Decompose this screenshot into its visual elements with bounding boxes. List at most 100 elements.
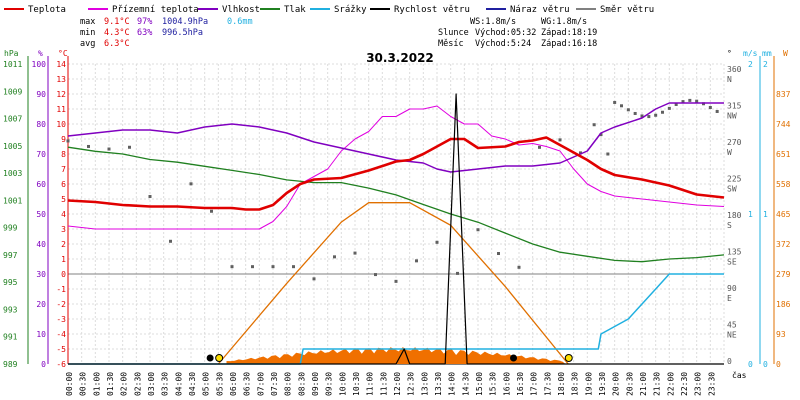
percent-tick: 80 — [36, 120, 46, 129]
dir-label: SW — [727, 185, 737, 194]
x-tick: 02:30 — [133, 372, 142, 396]
x-tick: 23:30 — [707, 372, 716, 396]
x-tick: 03:00 — [147, 372, 156, 396]
wind-dir-point — [456, 271, 459, 275]
x-tick: 14:00 — [448, 372, 457, 396]
wind-dir-point — [128, 145, 131, 149]
hpa-tick: 1005 — [3, 142, 22, 151]
hpa-tick: 997 — [3, 251, 18, 260]
ms-tick: 2 — [748, 60, 753, 69]
x-tick: 05:30 — [215, 372, 224, 396]
wind-dir-point — [435, 240, 439, 244]
x-tick: 02:00 — [120, 372, 129, 396]
wind-dir-point — [620, 104, 623, 108]
stat-avg-temp: 6.3°C — [104, 39, 130, 49]
dir-tick: 315 — [727, 102, 742, 111]
sunrise-marker — [215, 354, 224, 362]
dir-tick: 225 — [727, 175, 742, 184]
wind-dir-point — [497, 252, 500, 256]
percent-tick: 40 — [36, 240, 46, 249]
legend-label: Náraz větru — [510, 5, 570, 15]
x-tick: 17:00 — [530, 372, 539, 396]
x-tick: 18:30 — [571, 372, 580, 396]
x-tick: 20:30 — [625, 372, 634, 396]
wind-dir-point — [374, 273, 377, 277]
celsius-tick: -1 — [56, 285, 66, 294]
dir-label: SE — [727, 258, 737, 267]
hpa-tick: 1011 — [3, 60, 22, 69]
dir-label: W — [727, 148, 732, 157]
series-rain — [68, 273, 724, 365]
dir-tick: 0 — [727, 357, 732, 366]
wind-dir-point — [715, 109, 719, 113]
percent-unit: % — [38, 49, 43, 58]
stat-max-hum: 97% — [137, 17, 152, 27]
series-wind-speed — [68, 93, 724, 365]
x-tick: 10:30 — [352, 372, 361, 396]
solar-area — [226, 347, 566, 364]
percent-tick: 30 — [36, 270, 46, 279]
stat-min-press: 996.5hPa — [162, 28, 203, 38]
wind-dir-point — [517, 265, 521, 269]
x-tick: 14:30 — [461, 372, 470, 396]
celsius-tick: 1 — [61, 255, 66, 264]
x-tick: 16:30 — [516, 372, 525, 396]
wind-dir-point — [633, 111, 637, 115]
x-tick: 21:30 — [653, 372, 662, 396]
x-tick: 04:00 — [174, 372, 183, 396]
celsius-tick: 4 — [61, 210, 66, 219]
x-tick: 13:00 — [420, 372, 429, 396]
wind-dir-point — [592, 123, 596, 127]
celsius-tick: -2 — [56, 300, 66, 309]
w-tick: 186 — [776, 300, 791, 309]
hpa-tick: 993 — [3, 305, 18, 314]
ms-tick: 0 — [748, 360, 753, 369]
wind-dir-point — [66, 139, 70, 143]
legend-label: Tlak — [284, 5, 306, 15]
dir-tick: 90 — [727, 284, 737, 293]
w-tick: 651 — [776, 150, 791, 159]
hpa-tick: 1001 — [3, 196, 22, 205]
x-tick: 15:30 — [489, 372, 498, 396]
x-tick: 16:00 — [502, 372, 511, 396]
wind-dir-point — [681, 100, 685, 104]
x-tick: 09:00 — [311, 372, 320, 396]
legend-label: Teplota — [28, 5, 66, 15]
wind-dir-point — [476, 228, 480, 232]
wind-dir-point — [312, 277, 316, 281]
stat-max-rain: 0.6mm — [227, 17, 253, 27]
celsius-tick: 14 — [56, 60, 66, 69]
ms-unit: m/s — [743, 49, 758, 58]
dir-label: S — [727, 221, 732, 230]
x-tick: 18:00 — [557, 372, 566, 396]
wind-dir-point — [579, 151, 582, 155]
wind-dir-point — [230, 265, 234, 269]
celsius-tick: 0 — [61, 270, 66, 279]
wind-dir-point — [148, 195, 152, 199]
stat-min-temp: 4.3°C — [104, 28, 130, 38]
hpa-tick: 995 — [3, 278, 18, 287]
w-tick: 744 — [776, 120, 791, 129]
legend-label: Směr větru — [600, 5, 654, 15]
w-tick: 0 — [776, 360, 781, 369]
stat-label: avg — [80, 39, 95, 49]
hpa-tick: 989 — [3, 360, 18, 369]
celsius-tick: 9 — [61, 135, 66, 144]
percent-tick: 20 — [36, 300, 46, 309]
wind-dir-point — [107, 147, 111, 151]
series-temperature — [67, 136, 725, 211]
moonset: Západ:16:18 — [541, 39, 597, 49]
plot-area — [66, 93, 725, 365]
sunset: Západ:18:19 — [541, 28, 597, 38]
x-tick: 17:30 — [543, 372, 552, 396]
hpa-tick: 999 — [3, 224, 18, 233]
dir-label: NE — [727, 331, 737, 340]
wind-dir-point — [87, 144, 90, 148]
w-tick: 279 — [776, 270, 791, 279]
x-tick: 00:00 — [65, 372, 74, 396]
wind-dir-point — [599, 133, 603, 137]
wind-dir-point — [210, 209, 213, 213]
sunset-marker — [564, 354, 573, 362]
wind-dir-point — [415, 259, 418, 263]
stat-max-press: 1004.9hPa — [162, 17, 208, 27]
